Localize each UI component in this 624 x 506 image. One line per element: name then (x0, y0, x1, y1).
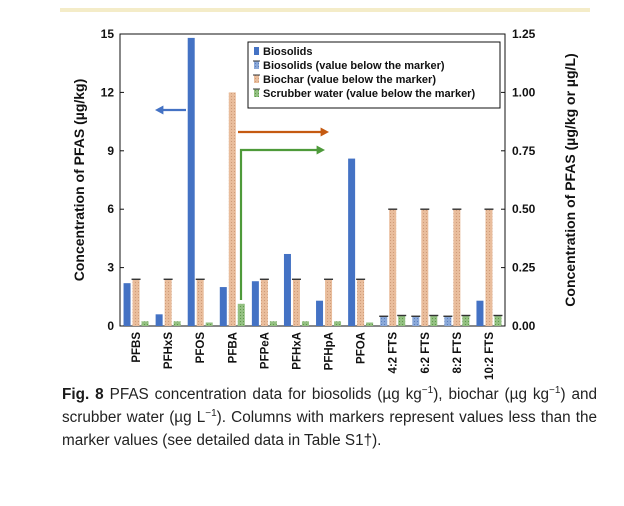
legend-swatch (254, 75, 259, 83)
bar-biosolids-pfpea (251, 281, 259, 326)
bar-biosolids-62fts (412, 316, 420, 326)
caption-text-1: PFAS concentration data for biosolids (µ… (109, 386, 422, 403)
bar-biosolids-102fts (476, 300, 484, 326)
caption-text-3: ) and scrubber water (µg L (62, 386, 597, 426)
legend-entry: Biochar (value below the marker) (263, 74, 436, 86)
bar-biosolids-pfhpa (316, 300, 324, 326)
axis-arrows (155, 105, 329, 300)
scrubber-arrow (239, 148, 318, 300)
category-label: PFBS (131, 332, 143, 363)
scrubber-arrowhead (316, 145, 325, 155)
bar-biochar-62fts (421, 209, 429, 326)
left-tick-label: 0 (107, 319, 114, 333)
caption-sup-3: −1 (205, 407, 217, 419)
legend-entry: Biosolids (value below the marker) (263, 60, 445, 72)
category-label: 10:2 FTS (484, 332, 496, 380)
right-tick-label: 0.50 (512, 202, 536, 216)
legend-swatch (254, 61, 259, 69)
category-label: 8:2 FTS (452, 332, 464, 374)
category-label: PFOA (356, 332, 368, 364)
category-label: 6:2 FTS (420, 332, 432, 374)
bar-scrubber-water-pfhxs (173, 321, 181, 326)
left-tick-label: 15 (101, 27, 115, 41)
pfas-bar-chart: PFBS PFHxS PFOS PFBA PFPeA PFHxA PFHpA PFOA 4:2 … (71, 27, 578, 380)
plot-frame (119, 33, 506, 327)
category-label: PFPeA (259, 332, 271, 369)
bar-biochar-82fts (453, 209, 461, 326)
bar-scrubber-water-42fts (398, 315, 406, 326)
category-label: PFHxA (291, 332, 303, 370)
right-axis-title: Concentration of PFAS (µg/kg or µg/L) (562, 53, 578, 306)
bar-biochar-pfhxs (164, 279, 172, 326)
left-axis-arrowhead (155, 105, 164, 115)
bar-scrubber-water-pfbs (141, 321, 149, 326)
bar-scrubber-water-pfos (205, 322, 213, 326)
bar-biosolids-82fts (444, 316, 452, 326)
top-rule (60, 8, 590, 12)
bar-biosolids-pfhxs (155, 314, 163, 326)
bar-biochar-pfpea (260, 279, 268, 326)
legend: Biosolids Biosolids (value below the mark… (247, 41, 501, 109)
bar-biochar-pfba (228, 92, 236, 327)
right-tick-label: 0.00 (512, 319, 536, 333)
bars (123, 37, 502, 327)
bar-scrubber-water-102fts (494, 315, 502, 326)
bar-biochar-pfbs (132, 279, 140, 326)
bar-biosolids-42fts (380, 316, 388, 326)
bar-biochar-pfos (196, 279, 204, 326)
category-label: PFHxS (163, 332, 175, 369)
biochar-arrowhead (320, 127, 329, 137)
category-label: 4:2 FTS (388, 332, 400, 374)
bar-scrubber-water-82fts (462, 315, 470, 326)
figure-caption: Fig. 8 PFAS concentration data for biosol… (62, 383, 597, 452)
axes: PFBS PFHxS PFOS PFBA PFPeA PFHxA PFHpA PFOA 4:2 … (71, 27, 578, 380)
left-tick-label: 12 (101, 85, 115, 99)
bar-scrubber-water-pfhpa (334, 321, 342, 326)
caption-sup-1: −1 (421, 384, 434, 396)
bar-biochar-pfoa (357, 279, 365, 326)
legend-swatch (254, 47, 259, 55)
plot-area (119, 33, 506, 327)
bar-biosolids-pfba (219, 287, 227, 326)
left-tick-label: 9 (107, 144, 114, 158)
left-axis-title: Concentration of PFAS (µg/kg) (71, 79, 87, 282)
bar-biosolids-pfhxa (283, 253, 291, 326)
category-label: PFHpA (324, 332, 336, 370)
right-tick-label: 1.00 (512, 85, 536, 99)
bar-scrubber-water-pfhxa (301, 321, 309, 326)
legend-box (247, 41, 501, 109)
bar-biochar-pfhpa (325, 279, 333, 326)
bar-scrubber-water-pfba (237, 303, 245, 326)
bar-biochar-pfhxa (292, 279, 300, 326)
bar-scrubber-water-pfpea (269, 321, 277, 326)
bar-scrubber-water-pfoa (366, 322, 374, 326)
left-tick-label: 6 (107, 202, 114, 216)
caption-sup-2: −1 (549, 384, 561, 396)
right-tick-label: 0.25 (512, 261, 536, 275)
bar-biochar-42fts (389, 209, 397, 326)
caption-text-4: ). Columns with markers represent values… (62, 409, 598, 449)
category-label: PFOS (195, 332, 207, 364)
caption-text-2: ), biochar (µg kg (433, 386, 550, 403)
legend-entry: Biosolids (263, 46, 313, 58)
right-tick-label: 0.75 (512, 144, 536, 158)
bar-biochar-102fts (485, 209, 493, 326)
markers (131, 208, 503, 317)
legend-swatch (254, 89, 259, 97)
right-tick-label: 1.25 (512, 27, 536, 41)
caption-label: Fig. 8 (62, 386, 104, 403)
legend-entry: Scrubber water (value below the marker) (263, 88, 475, 100)
category-label: PFBA (227, 332, 239, 363)
bar-scrubber-water-62fts (430, 315, 438, 326)
bar-biosolids-pfbs (123, 283, 131, 326)
left-tick-label: 3 (107, 261, 114, 275)
bar-biosolids-pfos (187, 37, 195, 326)
bar-biosolids-pfoa (348, 158, 356, 326)
